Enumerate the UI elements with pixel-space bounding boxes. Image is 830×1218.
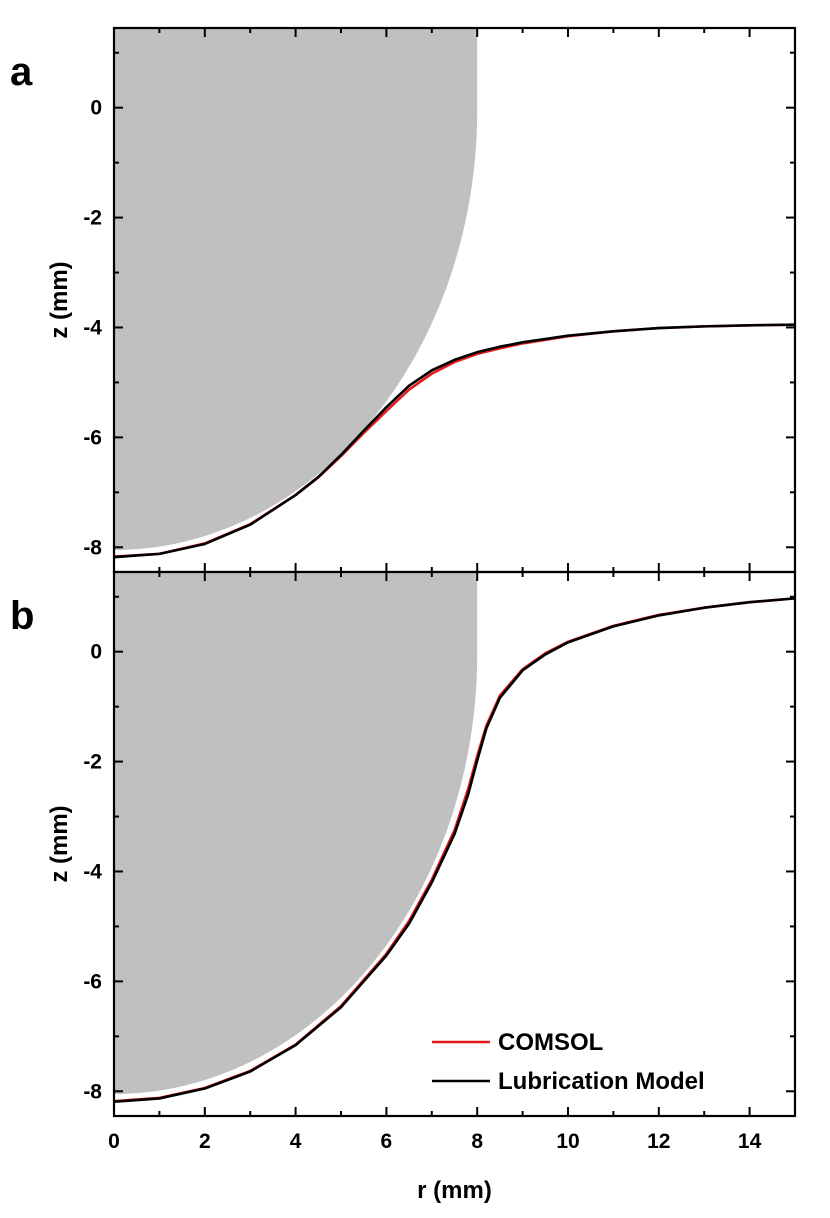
x-tick-label: 14 xyxy=(738,1130,762,1153)
panel-b: -8 -6 -4 -2 0 0 2 4 6 8 10 12 14 r (mm) z (mm) b COMSOL L… xyxy=(10,570,797,1204)
x-tick-label: 8 xyxy=(471,1130,483,1153)
y-axis-title: z (mm) xyxy=(46,805,73,882)
panel-label: a xyxy=(10,50,33,94)
x-tick-label: 4 xyxy=(290,1130,302,1153)
panel-a: -8 -6 -4 -2 0 z (mm) a xyxy=(10,26,797,574)
x-axis-title: r (mm) xyxy=(417,1177,492,1204)
y-axis-title: z (mm) xyxy=(46,261,73,338)
y-tick-label: -6 xyxy=(83,426,102,449)
x-tick-label: 0 xyxy=(108,1130,120,1153)
x-tick-label: 2 xyxy=(199,1130,211,1153)
y-tick-label: -8 xyxy=(83,1080,102,1103)
lubrication-model-line xyxy=(114,597,795,1104)
y-tick-label: 0 xyxy=(90,97,102,120)
x-tick-label: 12 xyxy=(647,1130,670,1153)
y-tick-label: -4 xyxy=(83,860,102,883)
legend-label: COMSOL xyxy=(498,1029,603,1056)
x-tick-label: 10 xyxy=(556,1130,579,1153)
plot-frame xyxy=(112,570,797,1118)
series-1-line xyxy=(114,323,795,559)
y-tick-label: -2 xyxy=(83,751,102,774)
y-tick-label: -6 xyxy=(83,970,102,993)
y-tick-label: -2 xyxy=(83,207,102,230)
solid-body xyxy=(114,572,478,1095)
panel-label: b xyxy=(10,594,34,638)
solid-body xyxy=(114,28,478,551)
y-tick-label: 0 xyxy=(90,641,102,664)
y-tick-label: -4 xyxy=(83,316,102,339)
legend-label: Lubrication Model xyxy=(498,1068,705,1095)
x-tick-label: 6 xyxy=(381,1130,393,1153)
y-tick-label: -8 xyxy=(83,536,102,559)
